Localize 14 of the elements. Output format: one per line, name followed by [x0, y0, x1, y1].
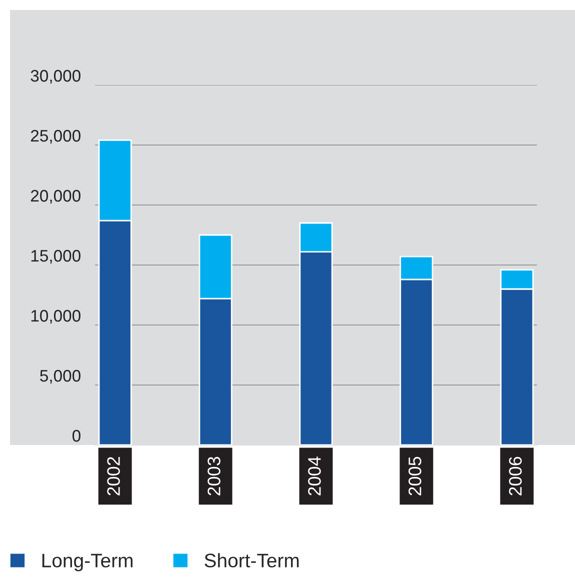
legend-label: Short-Term [204, 553, 299, 568]
x-tick-label: 2003 [208, 456, 220, 496]
y-tick-label: 10,000 [31, 310, 80, 324]
x-tick-label: 2005 [408, 456, 422, 496]
x-tick-label: 2006 [508, 456, 522, 496]
y-tick-label: 15,000 [31, 250, 80, 264]
y-tick-label: 5,000 [40, 370, 80, 384]
legend-label: Long-Term [42, 554, 132, 572]
y-tick-label: 25,000 [30, 130, 80, 144]
y-tick-label: 30,000 [30, 70, 80, 84]
x-tick-label: 2002 [107, 457, 120, 496]
y-tick-label: 20,000 [30, 190, 80, 204]
y-tick-label: 0 [72, 430, 80, 442]
x-tick-label: 2004 [308, 456, 321, 496]
